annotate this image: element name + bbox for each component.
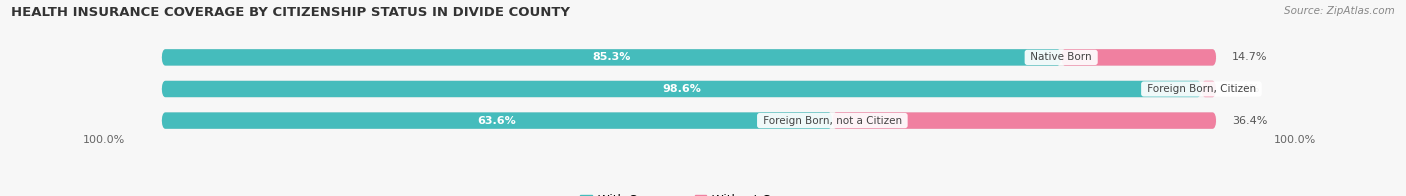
- FancyBboxPatch shape: [162, 112, 832, 129]
- FancyBboxPatch shape: [1062, 49, 1216, 66]
- Text: 85.3%: 85.3%: [592, 52, 631, 62]
- Text: 14.7%: 14.7%: [1232, 52, 1267, 62]
- Text: Native Born: Native Born: [1028, 52, 1095, 62]
- FancyBboxPatch shape: [162, 81, 1216, 97]
- Text: 1.4%: 1.4%: [1232, 84, 1260, 94]
- Text: 98.6%: 98.6%: [662, 84, 702, 94]
- Text: Foreign Born, not a Citizen: Foreign Born, not a Citizen: [759, 116, 905, 126]
- Legend: With Coverage, Without Coverage: With Coverage, Without Coverage: [575, 189, 824, 196]
- FancyBboxPatch shape: [1201, 81, 1216, 97]
- FancyBboxPatch shape: [162, 81, 1201, 97]
- FancyBboxPatch shape: [162, 49, 1062, 66]
- Text: 63.6%: 63.6%: [478, 116, 516, 126]
- Text: 36.4%: 36.4%: [1232, 116, 1267, 126]
- Text: 100.0%: 100.0%: [1274, 135, 1316, 145]
- Text: 100.0%: 100.0%: [83, 135, 125, 145]
- FancyBboxPatch shape: [162, 49, 1216, 66]
- FancyBboxPatch shape: [832, 112, 1216, 129]
- Text: Foreign Born, Citizen: Foreign Born, Citizen: [1143, 84, 1260, 94]
- Text: Source: ZipAtlas.com: Source: ZipAtlas.com: [1284, 6, 1395, 16]
- FancyBboxPatch shape: [162, 112, 1216, 129]
- Text: HEALTH INSURANCE COVERAGE BY CITIZENSHIP STATUS IN DIVIDE COUNTY: HEALTH INSURANCE COVERAGE BY CITIZENSHIP…: [11, 6, 571, 19]
